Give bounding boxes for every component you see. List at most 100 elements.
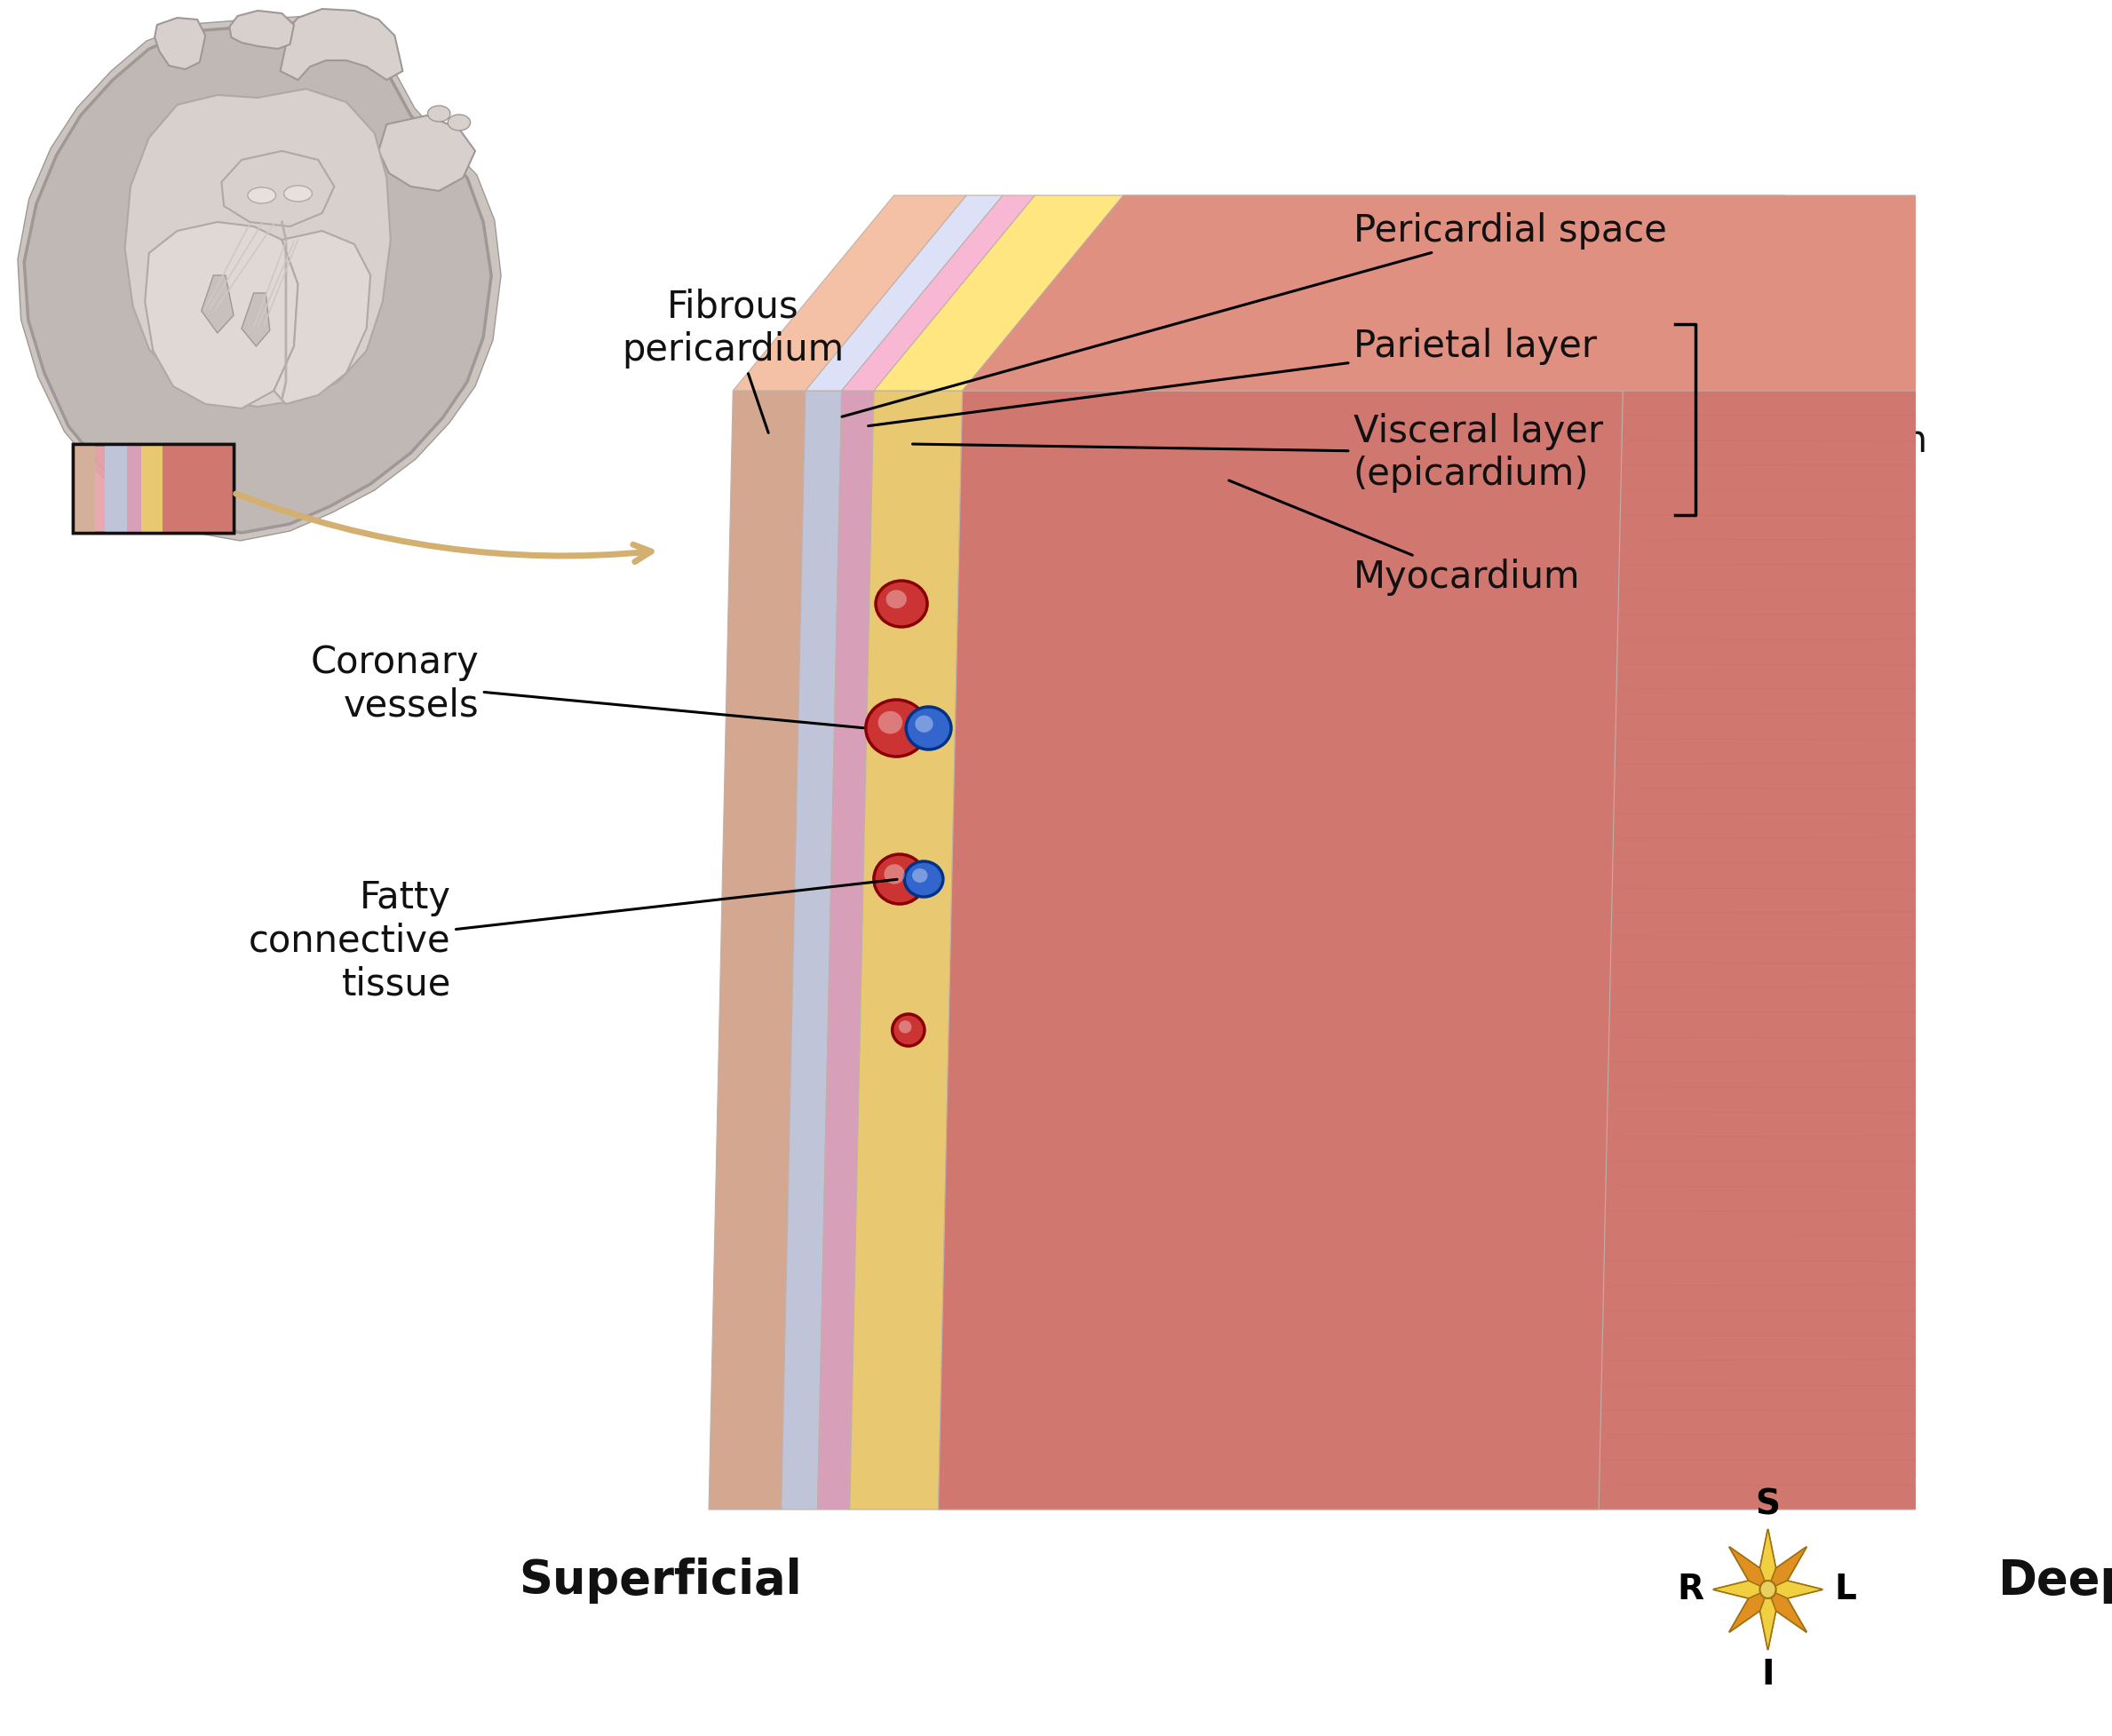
Bar xyxy=(72,444,234,533)
Ellipse shape xyxy=(914,715,934,733)
Polygon shape xyxy=(275,231,370,404)
Polygon shape xyxy=(125,89,391,406)
Ellipse shape xyxy=(1932,1031,1960,1057)
Ellipse shape xyxy=(1924,1234,1951,1259)
Ellipse shape xyxy=(283,186,313,201)
Ellipse shape xyxy=(1920,1437,1949,1462)
Text: Serous
pericardium: Serous pericardium xyxy=(1706,380,1928,460)
Polygon shape xyxy=(849,391,963,1510)
Ellipse shape xyxy=(1918,1246,1998,1314)
Ellipse shape xyxy=(876,582,927,627)
Polygon shape xyxy=(241,293,270,345)
Polygon shape xyxy=(817,391,874,1510)
Polygon shape xyxy=(17,16,501,542)
Ellipse shape xyxy=(1916,1448,1973,1517)
Polygon shape xyxy=(1922,196,2106,1510)
FancyBboxPatch shape xyxy=(127,444,150,533)
Polygon shape xyxy=(963,196,1785,391)
Ellipse shape xyxy=(887,590,906,608)
Ellipse shape xyxy=(1939,382,2004,453)
Ellipse shape xyxy=(1922,1194,1979,1264)
Polygon shape xyxy=(1730,1590,1768,1632)
Text: Pericardial space: Pericardial space xyxy=(843,212,1666,417)
Ellipse shape xyxy=(1922,1102,1994,1153)
Polygon shape xyxy=(222,151,334,226)
Circle shape xyxy=(1759,1580,1776,1599)
Text: Deep: Deep xyxy=(1998,1557,2112,1604)
Polygon shape xyxy=(1713,1529,1823,1649)
FancyBboxPatch shape xyxy=(142,444,163,533)
FancyBboxPatch shape xyxy=(72,444,95,533)
Polygon shape xyxy=(938,391,1945,1510)
Polygon shape xyxy=(781,391,843,1510)
Text: Superficial: Superficial xyxy=(520,1557,803,1604)
Ellipse shape xyxy=(1926,948,1990,1003)
Ellipse shape xyxy=(1932,589,2004,653)
Text: R: R xyxy=(1677,1573,1704,1606)
Ellipse shape xyxy=(1924,1337,1951,1361)
Ellipse shape xyxy=(904,861,944,898)
Polygon shape xyxy=(1713,1581,1768,1599)
Ellipse shape xyxy=(1937,930,1964,955)
Ellipse shape xyxy=(885,865,904,884)
Text: L: L xyxy=(1833,1573,1856,1606)
Polygon shape xyxy=(874,196,1124,391)
Ellipse shape xyxy=(1937,493,1996,545)
Polygon shape xyxy=(1768,1581,1823,1599)
Polygon shape xyxy=(23,23,492,533)
Ellipse shape xyxy=(1930,694,2006,748)
Polygon shape xyxy=(201,276,234,333)
Ellipse shape xyxy=(1943,625,1970,651)
Ellipse shape xyxy=(1932,635,1990,707)
Polygon shape xyxy=(146,222,298,408)
Text: Visceral layer
(epicardium): Visceral layer (epicardium) xyxy=(912,413,1603,493)
Polygon shape xyxy=(710,391,805,1510)
Polygon shape xyxy=(1759,1529,1776,1590)
Ellipse shape xyxy=(1930,793,1994,854)
Ellipse shape xyxy=(912,868,927,882)
Ellipse shape xyxy=(866,700,927,757)
Polygon shape xyxy=(281,9,403,80)
FancyBboxPatch shape xyxy=(106,444,127,533)
Ellipse shape xyxy=(427,106,450,122)
Ellipse shape xyxy=(1916,1352,1990,1411)
Text: I: I xyxy=(1761,1658,1774,1691)
Ellipse shape xyxy=(891,1014,925,1047)
Ellipse shape xyxy=(1926,899,1998,951)
Polygon shape xyxy=(1730,1547,1768,1590)
Polygon shape xyxy=(378,115,475,191)
Ellipse shape xyxy=(1928,847,1996,901)
Polygon shape xyxy=(1768,1590,1806,1632)
FancyBboxPatch shape xyxy=(72,444,234,533)
Polygon shape xyxy=(1768,1547,1806,1590)
Ellipse shape xyxy=(1930,1134,1960,1158)
Ellipse shape xyxy=(1922,1153,1992,1205)
Ellipse shape xyxy=(1937,437,2011,500)
Ellipse shape xyxy=(1930,746,1992,799)
Ellipse shape xyxy=(448,115,471,130)
Polygon shape xyxy=(733,196,967,391)
Polygon shape xyxy=(230,10,294,49)
Ellipse shape xyxy=(1945,422,1973,448)
FancyBboxPatch shape xyxy=(163,444,234,533)
Ellipse shape xyxy=(1924,1047,1985,1108)
Text: Myocardium: Myocardium xyxy=(1229,481,1580,595)
Polygon shape xyxy=(1759,1590,1776,1649)
Polygon shape xyxy=(963,196,2106,391)
Text: Coronary
vessels: Coronary vessels xyxy=(310,644,864,727)
Text: Parietal layer: Parietal layer xyxy=(868,328,1597,425)
Ellipse shape xyxy=(874,854,925,904)
Ellipse shape xyxy=(1935,828,1964,854)
Polygon shape xyxy=(154,17,205,69)
Text: Fibrous
pericardium: Fibrous pericardium xyxy=(621,288,845,432)
Ellipse shape xyxy=(1935,535,1994,604)
Text: Fatty
connective
tissue: Fatty connective tissue xyxy=(249,880,898,1003)
Ellipse shape xyxy=(1924,993,1992,1059)
Ellipse shape xyxy=(906,707,950,750)
Ellipse shape xyxy=(247,187,277,203)
Ellipse shape xyxy=(1941,524,1968,549)
Text: S: S xyxy=(1755,1488,1780,1521)
Polygon shape xyxy=(805,196,1003,391)
Polygon shape xyxy=(843,196,1035,391)
Polygon shape xyxy=(938,391,1622,1510)
